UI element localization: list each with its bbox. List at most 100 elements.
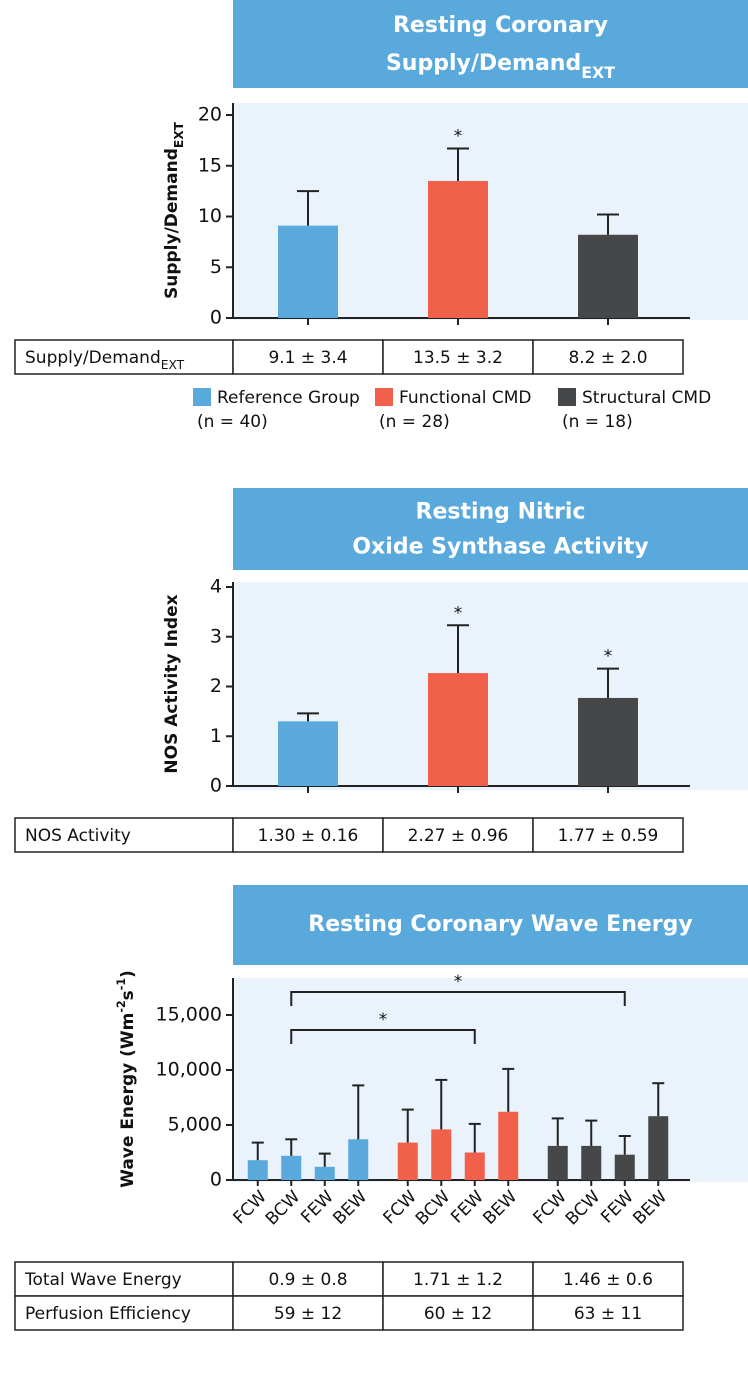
text-part: ) xyxy=(118,970,138,978)
x-tick-label: FEW xyxy=(297,1187,338,1228)
bar xyxy=(278,225,338,318)
table-text: 2.27 ± 0.96 xyxy=(408,826,509,846)
table-text: Perfusion Efficiency xyxy=(25,1304,191,1324)
y-axis-label: Supply/DemandEXT xyxy=(162,121,186,299)
table-text: 60 ± 12 xyxy=(424,1304,492,1324)
superscript: -2 xyxy=(115,1000,128,1012)
x-tick-label: BEW xyxy=(629,1187,671,1229)
table-text: 63 ± 11 xyxy=(574,1304,642,1324)
table-cell xyxy=(232,339,384,375)
table-cell xyxy=(532,1261,684,1297)
bar xyxy=(614,1154,635,1180)
subscript: EXT xyxy=(581,63,615,82)
text-part: Supply/Demand xyxy=(162,148,182,299)
legend-swatch xyxy=(375,388,393,406)
x-tick-label: FEW xyxy=(597,1187,638,1228)
bar xyxy=(428,180,488,318)
chart-title: Resting Coronary Wave Energy xyxy=(308,912,692,937)
legend-label: Structural CMD xyxy=(582,388,711,408)
bar xyxy=(464,1152,485,1180)
significance-marker: * xyxy=(454,603,463,623)
plot-background xyxy=(233,978,748,1182)
chart-title: Oxide Synthase Activity xyxy=(352,535,648,560)
table-cell xyxy=(232,1261,384,1297)
chart-title: Supply/DemandEXT xyxy=(386,51,615,82)
x-tick-label: BCW xyxy=(562,1187,605,1230)
bar xyxy=(498,1111,519,1180)
y-tick-label: 0 xyxy=(210,1169,222,1191)
bar xyxy=(547,1145,568,1180)
x-tick-label: FCW xyxy=(529,1187,570,1228)
bar xyxy=(397,1142,418,1180)
x-tick-label: BEW xyxy=(479,1187,521,1229)
subscript: EXT xyxy=(172,121,186,148)
y-tick-label: 2 xyxy=(210,675,222,697)
significance-bracket xyxy=(290,991,626,1006)
table-text: 1.71 ± 1.2 xyxy=(413,1270,503,1290)
chart-title: Resting Nitric xyxy=(416,500,586,525)
y-axis-label: Wave Energy (Wm-2s-1) xyxy=(115,970,139,1188)
text-part: s xyxy=(118,990,138,1000)
title-banner xyxy=(233,0,748,88)
y-axis-label: NOS Activity Index xyxy=(162,594,182,773)
y-tick-label: 3 xyxy=(210,625,222,647)
bar xyxy=(281,1155,302,1180)
table-text: NOS Activity xyxy=(25,826,131,846)
table-text: 8.2 ± 2.0 xyxy=(568,348,647,368)
table-text: Supply/DemandEXT xyxy=(25,348,185,372)
table-cell xyxy=(14,1295,234,1331)
y-tick-label: 1 xyxy=(210,725,222,747)
table-text: 0.9 ± 0.8 xyxy=(268,1270,347,1290)
table-text: 1.46 ± 0.6 xyxy=(563,1270,653,1290)
x-tick-label: BCW xyxy=(412,1187,455,1230)
table-cell xyxy=(382,817,534,853)
y-tick-label: 0 xyxy=(210,775,222,797)
table-text: 1.30 ± 0.16 xyxy=(258,826,359,846)
significance-marker: * xyxy=(604,647,613,667)
significance-marker: * xyxy=(454,126,463,146)
table-cell xyxy=(232,1295,384,1331)
legend-count: (n = 28) xyxy=(379,412,450,432)
bar xyxy=(578,234,638,318)
table-text: 9.1 ± 3.4 xyxy=(268,348,347,368)
bar xyxy=(648,1116,669,1180)
text-part: Supply/Demand xyxy=(386,51,581,76)
x-tick-label: FEW xyxy=(447,1187,488,1228)
significance-marker: * xyxy=(379,1010,388,1030)
legend-swatch xyxy=(193,388,211,406)
significance-marker: * xyxy=(454,972,463,992)
y-tick-label: 10,000 xyxy=(156,1059,222,1081)
bar xyxy=(278,721,338,786)
table-cell xyxy=(14,817,234,853)
subscript: EXT xyxy=(161,358,185,372)
table-cell xyxy=(232,817,384,853)
table-text: Total Wave Energy xyxy=(24,1270,182,1290)
table-cell xyxy=(532,1295,684,1331)
text-part: Wave Energy (Wm xyxy=(118,1013,138,1188)
table-cell xyxy=(532,817,684,853)
table-cell xyxy=(532,339,684,375)
bar xyxy=(581,1145,602,1180)
x-tick-label: BCW xyxy=(262,1187,305,1230)
legend-label: Reference Group xyxy=(217,388,360,408)
x-tick-label: FCW xyxy=(379,1187,420,1228)
y-tick-label: 10 xyxy=(198,205,222,227)
chart-title: Resting Coronary xyxy=(393,13,608,38)
table-text: 1.77 ± 0.59 xyxy=(558,826,659,846)
title-banner xyxy=(233,885,748,965)
table-text: 59 ± 12 xyxy=(274,1304,342,1324)
text-part: Supply/Demand xyxy=(25,348,161,368)
superscript: -1 xyxy=(115,978,128,990)
y-tick-label: 20 xyxy=(198,104,222,126)
legend-swatch xyxy=(558,388,576,406)
legend-label: Functional CMD xyxy=(399,388,531,408)
bar xyxy=(348,1139,369,1180)
x-tick-label: FCW xyxy=(229,1187,270,1228)
bar xyxy=(247,1160,268,1180)
bar xyxy=(314,1166,335,1180)
y-tick-label: 15,000 xyxy=(156,1004,222,1026)
legend-count: (n = 40) xyxy=(197,412,268,432)
bar xyxy=(578,697,638,786)
y-tick-label: 5 xyxy=(210,256,222,278)
